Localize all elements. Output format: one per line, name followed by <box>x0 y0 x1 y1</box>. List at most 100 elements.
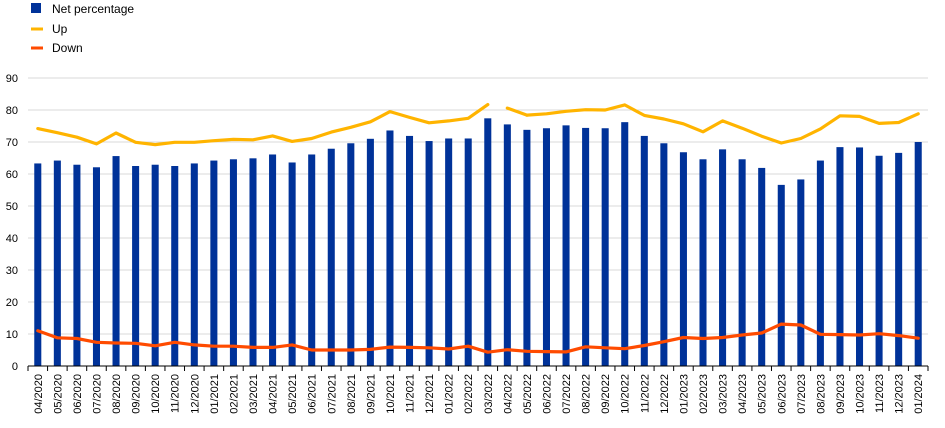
bar <box>699 159 707 366</box>
bar <box>347 143 355 366</box>
x-tick-label: 10/2021 <box>385 374 397 414</box>
bar <box>856 147 864 366</box>
bar <box>249 158 257 366</box>
x-tick-label: 01/2023 <box>678 374 690 414</box>
bar <box>660 143 668 366</box>
bar <box>406 135 414 366</box>
y-tick-label: 10 <box>6 329 18 341</box>
bar <box>719 149 727 366</box>
bar <box>464 138 472 366</box>
bar <box>269 154 277 366</box>
bar <box>92 167 100 366</box>
x-tick-label: 07/2023 <box>796 374 808 414</box>
y-tick-label: 80 <box>6 105 18 117</box>
series-line-up <box>36 103 490 147</box>
series-line-up <box>525 103 920 145</box>
bar <box>542 128 550 366</box>
x-tick-label: 02/2022 <box>463 374 475 414</box>
legend-label-down: Down <box>52 41 83 55</box>
bar <box>112 156 120 366</box>
y-tick-label: 60 <box>6 169 18 181</box>
bar <box>484 118 492 366</box>
bar <box>914 142 922 366</box>
x-tick-label: 06/2020 <box>72 374 84 414</box>
bar <box>229 159 237 366</box>
y-tick-label: 90 <box>6 73 18 85</box>
bar <box>190 163 198 366</box>
x-tick-label: 04/2022 <box>502 374 514 414</box>
x-tick-label: 09/2023 <box>835 374 847 414</box>
bar <box>445 138 453 366</box>
bar <box>151 164 159 366</box>
line-series <box>36 103 920 354</box>
x-tick-label: 01/2021 <box>209 374 221 414</box>
x-tick-label: 07/2020 <box>91 374 103 414</box>
x-tick-label: 08/2023 <box>815 374 827 414</box>
y-tick-label: 50 <box>6 201 18 213</box>
x-tick-label: 08/2022 <box>581 374 593 414</box>
x-tick-label: 05/2022 <box>522 374 534 414</box>
legend-label-net-percentage: Net percentage <box>52 2 134 16</box>
x-tick-label: 09/2021 <box>365 374 377 414</box>
bar <box>308 154 316 366</box>
y-axis-ticks: 0 10 20 30 40 50 60 70 80 90 <box>6 73 18 373</box>
x-tick-label: 07/2022 <box>561 374 573 414</box>
x-tick-label: 04/2020 <box>33 374 45 414</box>
bar <box>816 160 824 366</box>
x-tick-label: 01/2024 <box>913 374 925 414</box>
x-tick-label: 10/2020 <box>150 374 162 414</box>
x-tick-label: 09/2020 <box>131 374 143 414</box>
y-tick-label: 20 <box>6 297 18 309</box>
x-tick-label: 02/2023 <box>698 374 710 414</box>
x-tick-label: 11/2020 <box>170 374 182 413</box>
bar <box>73 164 81 366</box>
x-tick-label: 03/2023 <box>718 374 730 414</box>
x-tick-label: 05/2023 <box>757 374 769 414</box>
y-tick-label: 0 <box>12 361 18 373</box>
bar <box>640 135 648 366</box>
x-tick-label: 08/2020 <box>111 374 123 414</box>
bar <box>738 159 746 366</box>
bar <box>53 160 61 366</box>
x-tick-label: 03/2021 <box>248 374 260 414</box>
x-tick-label: 01/2022 <box>444 374 456 414</box>
x-axis <box>27 365 929 371</box>
x-tick-label: 11/2021 <box>405 374 417 413</box>
x-tick-label: 08/2021 <box>346 374 358 414</box>
bar <box>34 163 42 366</box>
y-tick-label: 70 <box>6 137 18 149</box>
bar <box>895 152 903 366</box>
bar <box>366 138 374 366</box>
bar <box>582 127 590 366</box>
x-tick-label: 12/2022 <box>659 374 671 414</box>
x-tick-label: 07/2021 <box>326 374 338 414</box>
x-tick-label: 02/2021 <box>228 374 240 414</box>
x-tick-label: 12/2021 <box>424 374 436 414</box>
series-line-up <box>505 106 529 117</box>
bar <box>171 166 179 366</box>
bar <box>327 148 335 366</box>
bar <box>601 128 609 366</box>
x-axis-ticks: 04/2020 05/2020 06/2020 07/2020 08/2020 09/20… <box>33 374 925 414</box>
x-tick-label: 06/2022 <box>541 374 553 414</box>
y-tick-label: 30 <box>6 265 18 277</box>
bar <box>777 184 785 366</box>
x-tick-label: 12/2020 <box>189 374 201 414</box>
x-tick-label: 12/2023 <box>894 374 906 414</box>
bar <box>562 125 570 366</box>
bar <box>797 179 805 366</box>
x-tick-label: 06/2023 <box>776 374 788 414</box>
bar <box>679 152 687 366</box>
x-tick-label: 11/2022 <box>639 374 651 413</box>
x-tick-label: 04/2021 <box>268 374 280 414</box>
legend-label-up: Up <box>52 22 68 36</box>
x-tick-label: 05/2020 <box>52 374 64 414</box>
x-tick-label: 06/2021 <box>307 374 319 414</box>
bar <box>132 166 140 366</box>
bar <box>836 147 844 366</box>
bar-series <box>34 118 922 367</box>
x-tick-label: 11/2023 <box>874 374 886 413</box>
bar <box>288 162 296 366</box>
bar <box>425 141 433 366</box>
